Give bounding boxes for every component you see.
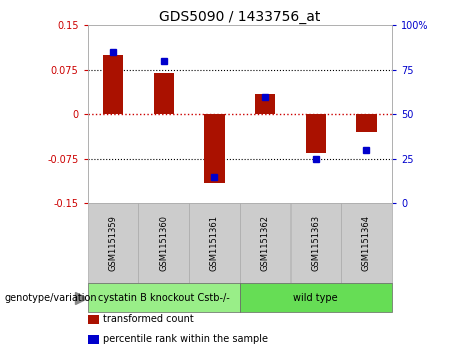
- Bar: [204, 114, 225, 183]
- Text: genotype/variation: genotype/variation: [5, 293, 97, 303]
- Text: percentile rank within the sample: percentile rank within the sample: [103, 334, 268, 344]
- Text: transformed count: transformed count: [103, 314, 194, 325]
- Bar: [255, 94, 275, 114]
- Text: GSM1151363: GSM1151363: [311, 215, 320, 271]
- Text: GSM1151361: GSM1151361: [210, 215, 219, 271]
- Bar: [103, 55, 123, 114]
- Bar: [356, 114, 377, 132]
- Text: cystatin B knockout Cstb-/-: cystatin B knockout Cstb-/-: [98, 293, 230, 303]
- Text: GSM1151362: GSM1151362: [260, 215, 270, 271]
- Bar: [290, 203, 341, 283]
- Title: GDS5090 / 1433756_at: GDS5090 / 1433756_at: [159, 11, 320, 24]
- Text: GSM1151360: GSM1151360: [159, 215, 168, 271]
- Text: GSM1151364: GSM1151364: [362, 215, 371, 271]
- Bar: [88, 283, 240, 312]
- Bar: [189, 203, 240, 283]
- Bar: [306, 114, 326, 153]
- Bar: [341, 203, 392, 283]
- Text: GSM1151359: GSM1151359: [108, 215, 118, 271]
- Bar: [138, 203, 189, 283]
- Text: wild type: wild type: [294, 293, 338, 303]
- Bar: [240, 283, 392, 312]
- Bar: [154, 73, 174, 114]
- Bar: [88, 203, 138, 283]
- Bar: [240, 203, 290, 283]
